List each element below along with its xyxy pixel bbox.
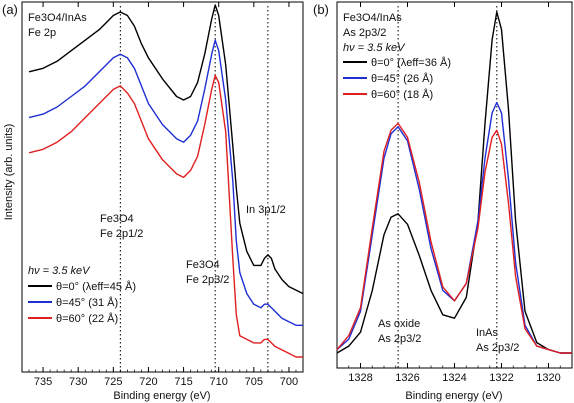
panel-a-legend-entry: θ=0° (λeff=45 Å) (56, 280, 136, 293)
panel-b-series-line-0 (336, 11, 572, 354)
panel-b-legend-title: hν = 3.5 keV (343, 42, 406, 54)
panel-b-x-tick-label: 1328 (348, 372, 372, 384)
panel-a-core-level-label: Fe 2p (28, 27, 56, 39)
panel-a-series-line-2 (28, 74, 303, 358)
panel-b-core-level-label: As 2p3/2 (343, 27, 386, 39)
panel-b-legend-entry: θ=45° (26 Å) (371, 72, 433, 85)
annotation-as-oxide-line2: As 2p3/2 (378, 333, 421, 345)
panel-a-x-tick-label: 715 (174, 376, 192, 388)
annotation-fe2p12-line2: Fe 2p1/2 (100, 228, 143, 240)
panel-b-label: (b) (313, 2, 329, 17)
panel-a-x-tick-label: 705 (245, 376, 263, 388)
panel-b-series-line-2 (336, 122, 572, 354)
panel-a-series-line-0 (28, 4, 304, 295)
annotation-fe2p12: Fe3O4 Fe 2p1/2 (100, 213, 143, 240)
y-axis-label: Intensity (arb. units) (3, 124, 15, 221)
panel-a-legend-entry: θ=45° (31 Å) (56, 296, 118, 309)
panel-a-x-tick-label: 730 (69, 376, 87, 388)
panel-b-legend: θ=0° (λeff=36 Å) θ=45° (26 Å) θ=60° (18 Å) (343, 56, 451, 101)
panel-a-legend-title: hν = 3.5 keV (28, 265, 91, 277)
panel-b-sample-label: Fe3O4/InAs (343, 12, 402, 24)
panel-a-legend-entry: θ=60° (22 Å) (56, 312, 118, 325)
panel-a-sample-line1: Fe3O4/InAs (28, 12, 87, 24)
panel-b-x-tick-label: 1320 (536, 372, 560, 384)
annotation-in3p12: In 3p1/2 (246, 204, 286, 216)
panel-b: (b) 1328 1326 1324 1322 1320 Fe3O4/InAs As 2… (313, 1, 573, 402)
annotation-as-oxide-line1: As oxide (378, 318, 420, 330)
panel-a-x-ticks: 735 730 725 720 715 710 705 700 (21, 2, 304, 388)
annotation-fe2p32-line1: Fe3O4 (186, 259, 220, 271)
panel-a-series (28, 4, 304, 358)
panel-a-x-axis-label: Binding energy (eV) (113, 390, 210, 402)
panel-a-x-tick-label: 710 (210, 376, 228, 388)
annotation-fe2p32: Fe3O4 Fe 2p3/2 (186, 259, 229, 286)
annotation-as-oxide: As oxide As 2p3/2 (378, 318, 423, 345)
panel-b-reference-lines (397, 6, 498, 368)
annotation-inas: InAs As 2p3/2 (476, 327, 519, 354)
panel-b-x-tick-label: 1322 (489, 372, 513, 384)
annotation-fe2p32-line2: Fe 2p3/2 (186, 274, 229, 286)
panel-a-x-tick-label: 720 (139, 376, 157, 388)
panel-a-series-line-1 (28, 39, 303, 326)
panel-b-legend-entry: θ=0° (λeff=36 Å) (371, 56, 451, 69)
panel-a-legend: θ=0° (λeff=45 Å) θ=45° (31 Å) θ=60° (22 Å) (28, 280, 136, 325)
annotation-fe2p12-line1: Fe3O4 (100, 213, 134, 225)
panel-b-x-tick-label: 1326 (395, 372, 419, 384)
panel-a-label: (a) (2, 2, 18, 17)
annotation-inas-line2: As 2p3/2 (476, 342, 519, 354)
panel-a-x-tick-label: 735 (34, 376, 52, 388)
panel-b-x-ticks: 1328 1326 1324 1322 1320 (336, 2, 573, 384)
panel-a-x-tick-label: 700 (280, 376, 298, 388)
panel-a: (a) 735 730 725 720 715 710 705 700 Fe3O4/InAs … (2, 1, 304, 402)
panel-a-x-tick-label: 725 (104, 376, 122, 388)
annotation-inas-line1: InAs (476, 327, 499, 339)
panel-b-series (336, 11, 572, 354)
panel-a-reference-lines (119, 6, 269, 372)
panel-a-sample-label: Fe3O4/InAs (28, 12, 87, 24)
panel-b-x-tick-label: 1324 (442, 372, 466, 384)
panel-b-x-axis-label: Binding energy (eV) (405, 390, 502, 402)
panel-b-legend-entry: θ=60° (18 Å) (371, 88, 433, 101)
